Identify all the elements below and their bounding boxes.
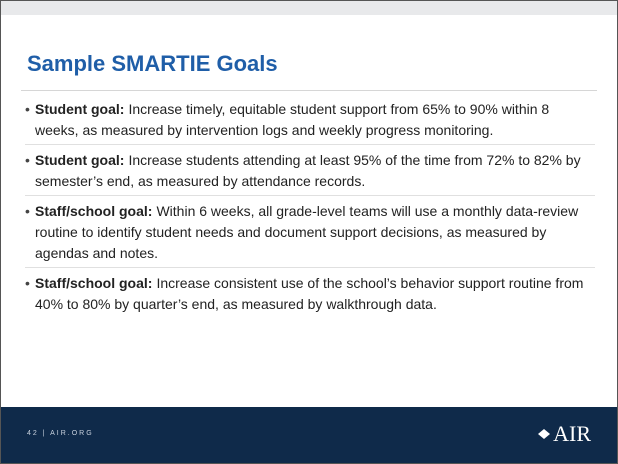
bullet-item: Student goal:Increase students attending… — [25, 150, 595, 196]
bullet-label: Student goal: — [35, 152, 125, 168]
logo: AIR — [538, 421, 591, 447]
bullet-item: Staff/school goal:Increase consistent us… — [25, 273, 595, 318]
slide-title: Sample SMARTIE Goals — [27, 51, 278, 76]
bullet-list: Student goal:Increase timely, equitable … — [25, 99, 595, 323]
footer: 42 | AIR.ORG AIR — [1, 407, 617, 463]
logo-mark — [538, 429, 551, 439]
bullet-label: Staff/school goal: — [35, 275, 153, 291]
title-rule — [21, 90, 597, 91]
bullet-text: Within 6 weeks, all grade-level teams wi… — [35, 203, 579, 261]
logo-text: AIR — [553, 421, 591, 446]
bullet-label: Student goal: — [35, 101, 125, 117]
bullet-item: Student goal:Increase timely, equitable … — [25, 99, 595, 145]
bullet-label: Staff/school goal: — [35, 203, 153, 219]
bullet-text: Increase timely, equitable student suppo… — [35, 101, 550, 138]
footer-text: 42 | AIR.ORG — [27, 430, 94, 437]
bullet-text: Increase consistent use of the school’s … — [35, 275, 584, 312]
top-band — [1, 1, 617, 15]
bullet-item: Staff/school goal:Within 6 weeks, all gr… — [25, 201, 595, 268]
bullet-text: Increase students attending at least 95%… — [35, 152, 581, 189]
